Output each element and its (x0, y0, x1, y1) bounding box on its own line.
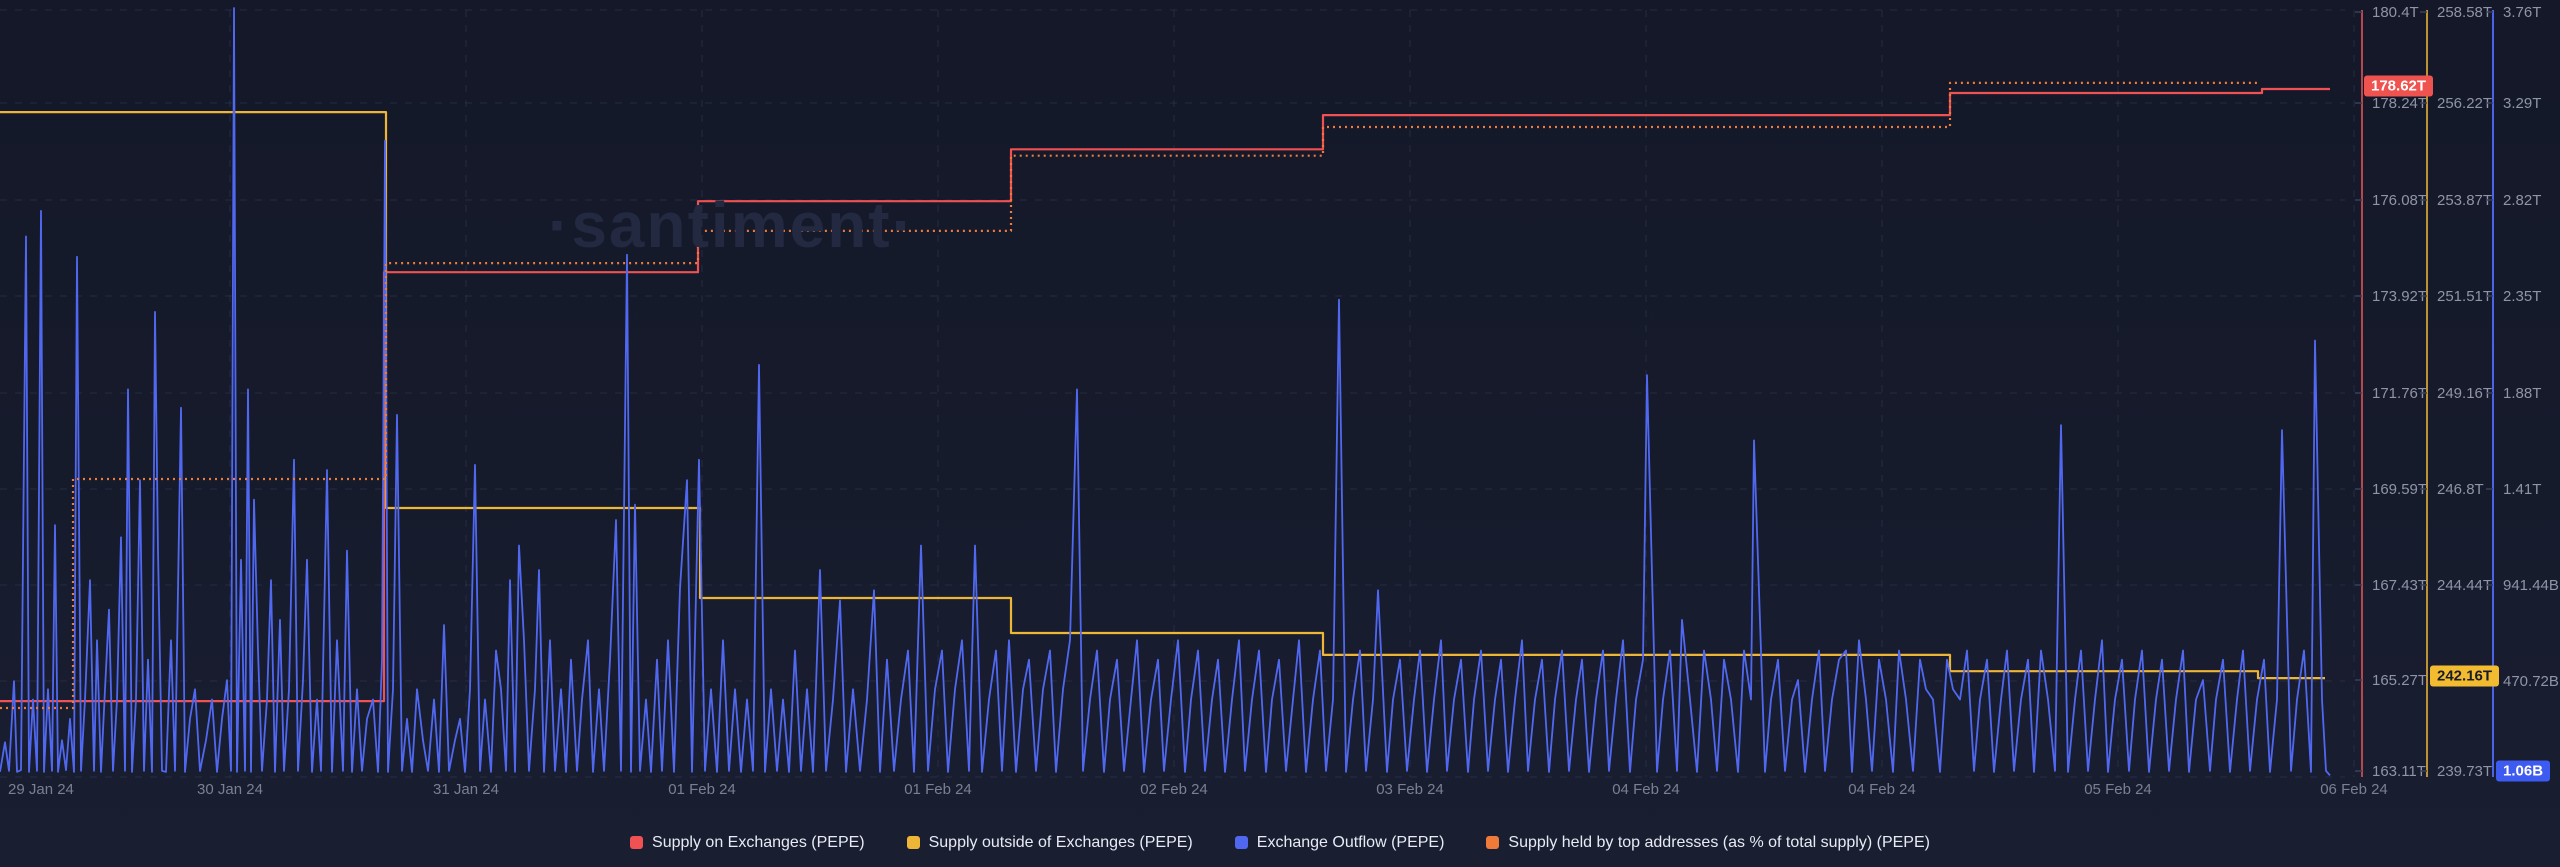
legend-item-label: Supply on Exchanges (PEPE) (652, 834, 865, 851)
x-axis-label: 30 Jan 24 (197, 781, 263, 798)
x-axis-label: 01 Feb 24 (904, 781, 972, 798)
exchange-outflow-axis-tick-label: 1.41T (2503, 481, 2541, 498)
supply-on-exchanges-axis-tick-label: 169.59T (2372, 481, 2427, 498)
exchange-outflow-axis-tick-label: 2.82T (2503, 192, 2541, 209)
legend-item-3[interactable]: Supply held by top addresses (as % of to… (1486, 833, 1930, 852)
supply-outside-axis-tick-label: 256.22T (2437, 95, 2492, 112)
supply-on-exchanges-axis-tick-label: 180.4T (2372, 4, 2419, 21)
x-axis-label: 06 Feb 24 (2320, 781, 2388, 798)
top-addresses-line (0, 81, 2258, 710)
x-axis-label: 04 Feb 24 (1612, 781, 1680, 798)
legend-item-1[interactable]: Supply outside of Exchanges (PEPE) (906, 833, 1193, 852)
exchange-outflow-line (0, 7, 2331, 776)
legend-item-label: Supply held by top addresses (as % of to… (1508, 834, 1930, 851)
legend-swatch-icon (1486, 836, 1500, 849)
x-axis-label: 03 Feb 24 (1376, 781, 1444, 798)
supply-on-exchanges-axis-tick-label: 173.92T (2372, 288, 2427, 305)
legend-item-label: Supply outside of Exchanges (PEPE) (928, 834, 1193, 851)
legend-item-label: Exchange Outflow (PEPE) (1256, 834, 1445, 851)
supply-on-exchanges-axis-tick-label: 167.43T (2372, 577, 2427, 594)
exchange-outflow-axis-current-value-badge: 1.06B (2496, 760, 2551, 782)
x-axis-label: 31 Jan 24 (433, 781, 499, 798)
x-axis-label: 29 Jan 24 (8, 781, 74, 798)
exchange-outflow-axis-tick-label: 2.35T (2503, 288, 2541, 305)
supply-on-exchanges-axis-tick-label: 165.27T (2372, 672, 2427, 689)
supply-on-exchanges-axis-current-value-badge: 178.62T (2364, 75, 2434, 97)
supply-outside-axis-tick-label: 249.16T (2437, 385, 2492, 402)
exchange-outflow-axis-tick-label: 941.44B (2503, 577, 2559, 594)
exchange-outflow-axis-tick-label: 3.76T (2503, 4, 2541, 21)
supply-on-exchanges-axis-tick-label: 178.24T (2372, 95, 2427, 112)
x-axis-label: 01 Feb 24 (668, 781, 736, 798)
supply-on-exchanges-axis-tick-label: 171.76T (2372, 385, 2427, 402)
supply-outside-line (0, 111, 2325, 680)
legend-item-2[interactable]: Exchange Outflow (PEPE) (1234, 833, 1445, 852)
supply-outside-axis-current-value-badge: 242.16T (2430, 665, 2500, 687)
legend-item-0[interactable]: Supply on Exchanges (PEPE) (630, 833, 865, 852)
supply-on-exchanges-axis-tick-label: 163.11T (2372, 763, 2426, 780)
x-axis-label: 05 Feb 24 (2084, 781, 2152, 798)
exchange-outflow-axis-tick-label: 1.88T (2503, 385, 2541, 402)
santiment-watermark: ·santiment· (548, 189, 915, 261)
supply-outside-axis-tick-label: 246.8T (2437, 481, 2484, 498)
supply-on-exchanges-axis-tick-label: 176.08T (2372, 192, 2427, 209)
supply-on-exchanges-line (0, 87, 2330, 703)
legend-swatch-icon (1234, 836, 1248, 849)
exchange-outflow-axis-tick-label: 470.72B (2503, 673, 2559, 690)
exchange-outflow-axis-tick-label: 3.29T (2503, 95, 2541, 112)
supply-outside-axis-tick-label: 244.44T (2437, 577, 2492, 594)
chart-legend: Supply on Exchanges (PEPE) Supply outside… (0, 833, 2560, 852)
x-axis-label: 02 Feb 24 (1140, 781, 1208, 798)
supply-outside-axis-tick-label: 253.87T (2437, 192, 2492, 209)
supply-outside-axis-tick-label: 258.58T (2437, 4, 2492, 21)
supply-outside-axis-tick-label: 251.51T (2437, 288, 2492, 305)
supply-outside-axis-tick-label: 239.73T (2437, 763, 2492, 780)
x-axis-label: 04 Feb 24 (1848, 781, 1916, 798)
legend-swatch-icon (630, 836, 644, 849)
legend-swatch-icon (906, 836, 920, 849)
